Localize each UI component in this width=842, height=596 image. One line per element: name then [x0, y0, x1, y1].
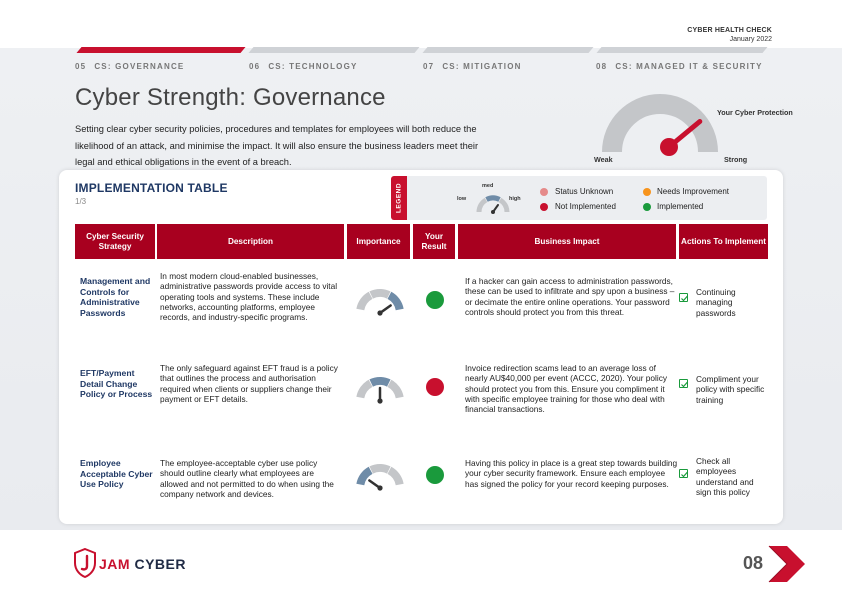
legend-gauge-low: low: [457, 196, 467, 202]
row-1-action: Continuing managing passwords: [696, 287, 736, 318]
legend-dot-needs-improvement: [643, 188, 651, 196]
gauge-strong-label: Strong: [724, 155, 748, 164]
logo-cyber-text: CYBER: [134, 556, 186, 572]
row-3-strategy: Employee Acceptable Cyber Use Policy: [80, 458, 153, 489]
legend-label-status-unknown: Status Unknown: [555, 187, 614, 196]
check-icon: [681, 381, 688, 388]
nav-item-number: 06: [249, 62, 261, 71]
nav-item-number: 08: [596, 62, 608, 71]
document-date: January 2022: [729, 36, 772, 43]
nav-item-label: CS: MITIGATION: [442, 62, 522, 71]
legend-label-not-implemented: Not Implemented: [555, 202, 616, 211]
row-1-strategy: Management and Controls for Administrati…: [80, 276, 151, 318]
column-header-importance: Importance: [347, 224, 410, 259]
row-3-description: The employee-acceptable cyber use policy…: [160, 458, 334, 499]
nav-segment-technology: [248, 47, 420, 53]
intro-paragraph: Setting clear cyber security policies, p…: [75, 124, 479, 167]
column-header-actions: Actions To Implement: [679, 224, 768, 259]
row-2-business-impact: Invoice redirection scams lead to an ave…: [465, 363, 668, 415]
nav-segment-managed-it: [596, 47, 768, 53]
logo-jam-text: JAM: [99, 556, 131, 572]
gauge-track: [602, 94, 718, 153]
legend-label-implemented: Implemented: [657, 202, 704, 211]
document-meta: CYBER HEALTH CHECK January 2022: [687, 26, 772, 44]
gauge-weak-label: Weak: [594, 155, 613, 164]
row-1-action-checkbox[interactable]: [679, 293, 688, 302]
column-header-result: Your Result: [413, 224, 455, 259]
column-header-description: Description: [157, 224, 344, 259]
row-2-description: The only safeguard against EFT fraud is …: [160, 363, 338, 404]
nav-item-managed-it[interactable]: 08 CS: MANAGED IT & SECURITY: [596, 62, 763, 71]
implementation-page-indicator: 1/3: [75, 197, 87, 206]
legend-gauge-high: high: [509, 196, 521, 202]
legend-box: low med high Status Unknown Needs Improv…: [407, 176, 767, 220]
cyber-protection-gauge: [590, 90, 730, 170]
row-1-business-impact: If a hacker can gain access to administr…: [465, 276, 675, 317]
nav-item-number: 07: [423, 62, 435, 71]
logo-wordmark: JAM CYBER: [99, 556, 186, 572]
row-3-action-checkbox[interactable]: [679, 469, 688, 478]
nav-item-label: CS: TECHNOLOGY: [268, 62, 358, 71]
check-icon: [681, 295, 688, 302]
legend-gauge-icon: [476, 195, 510, 214]
check-icon: [681, 471, 688, 478]
nav-item-mitigation[interactable]: 07 CS: MITIGATION: [423, 62, 522, 71]
gauge-needle: [666, 119, 703, 150]
row-3-importance-gauge: [354, 461, 406, 491]
legend-dot-status-unknown: [540, 188, 548, 196]
implementation-title: IMPLEMENTATION TABLE: [75, 181, 228, 195]
row-1-description: In most modern cloud-enabled businesses,…: [160, 271, 338, 323]
nav-item-label: CS: MANAGED IT & SECURITY: [615, 62, 763, 71]
page-number: 08: [743, 553, 764, 573]
row-1-result-dot: [426, 291, 444, 309]
document-title: CYBER HEALTH CHECK: [687, 27, 772, 34]
legend-label-needs-improvement: Needs Improvement: [657, 187, 730, 196]
legend-gauge-med: med: [482, 183, 494, 189]
row-2-importance-gauge: [354, 374, 406, 404]
row-1-importance-gauge: [354, 286, 406, 316]
row-3-result-dot: [426, 466, 444, 484]
jam-cyber-logo: JAM CYBER: [74, 547, 214, 579]
legend-dot-implemented: [643, 203, 651, 211]
protection-gauge-title: Your Cyber Protection: [717, 108, 793, 117]
shield-logo-icon: [74, 548, 96, 578]
legend-tab: LEGEND: [391, 176, 407, 220]
legend-tab-label: LEGEND: [395, 182, 403, 214]
row-2-result-dot: [426, 378, 444, 396]
row-3-action: Check all employees understand and sign …: [696, 456, 754, 497]
row-3-business-impact: Having this policy in place is a great s…: [465, 458, 678, 489]
row-2-strategy: EFT/Payment Detail Change Policy or Proc…: [80, 368, 153, 399]
page-title: Cyber Strength: Governance: [75, 84, 386, 111]
section-progress-bar: [75, 47, 768, 55]
protection-gauge-graphic: [602, 94, 718, 156]
next-page-chevron-icon[interactable]: [765, 544, 809, 584]
nav-item-governance[interactable]: 05 CS: GOVERNANCE: [75, 62, 184, 71]
section-nav: 05 CS: GOVERNANCE 06 CS: TECHNOLOGY 07 CS: …: [75, 62, 767, 74]
column-header-strategy: Cyber Security Strategy: [75, 224, 155, 259]
column-header-impact: Business Impact: [458, 224, 676, 259]
nav-item-label: CS: GOVERNANCE: [94, 62, 185, 71]
nav-segment-mitigation: [422, 47, 594, 53]
nav-item-number: 05: [75, 62, 87, 71]
row-2-action-checkbox[interactable]: [679, 379, 688, 388]
row-2-action: Compliment your policy with specific tra…: [696, 374, 765, 405]
nav-item-technology[interactable]: 06 CS: TECHNOLOGY: [249, 62, 358, 71]
nav-segment-governance: [76, 47, 246, 53]
legend-dot-not-implemented: [540, 203, 548, 211]
